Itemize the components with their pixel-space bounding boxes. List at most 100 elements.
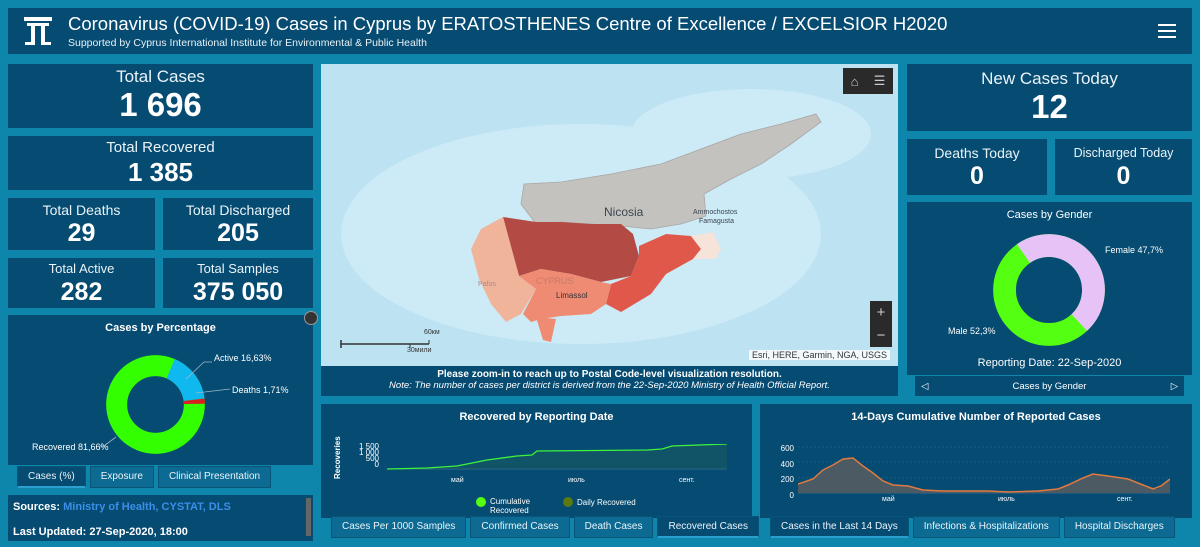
gender-donut[interactable]: [992, 233, 1106, 347]
svg-text:Pafos: Pafos: [478, 281, 496, 288]
ytick: 200: [780, 475, 794, 484]
cases-percentage-title: Cases by Percentage: [105, 322, 216, 334]
deaths-today-value: 0: [970, 162, 984, 190]
svg-text:Limassol: Limassol: [556, 291, 588, 300]
tab-clinical-presentation[interactable]: Clinical Presentation: [157, 466, 272, 488]
total-cases-card: Total Cases 1 696: [8, 64, 313, 128]
gender-nav-label: Cases by Gender: [1012, 380, 1087, 392]
tab-recovered-cases[interactable]: Recovered Cases: [657, 516, 759, 538]
scale-km: 60км: [424, 329, 440, 336]
svg-text:Ammochostos: Ammochostos: [693, 209, 738, 216]
gender-title: Cases by Gender: [1006, 209, 1093, 221]
total-discharged-value: 205: [217, 219, 259, 247]
tab-death-cases[interactable]: Death Cases: [573, 516, 654, 538]
female-pct-label: Female 47,7%: [1105, 245, 1164, 255]
map-note-italic: Note: The number of cases per district i…: [389, 380, 830, 391]
expand-icon[interactable]: [304, 311, 318, 325]
discharged-today-label: Discharged Today: [1073, 146, 1174, 160]
tab-confirmed-cases[interactable]: Confirmed Cases: [470, 516, 570, 538]
total-recovered-card: Total Recovered 1 385: [8, 136, 313, 190]
gender-reporting-date: Reporting Date: 22-Sep-2020: [977, 357, 1122, 369]
svg-text:Famagusta: Famagusta: [699, 218, 734, 225]
xtick: сент.: [679, 477, 695, 484]
tab-hospital-discharges[interactable]: Hospital Discharges: [1063, 516, 1175, 538]
legend-list-icon[interactable]: ☰: [873, 73, 886, 88]
map-note-bold: Please zoom-in to reach up to Postal Cod…: [437, 369, 782, 380]
total-deaths-card: Total Deaths 29: [8, 198, 155, 250]
ytick: 500: [365, 454, 379, 463]
recovered-pct-label: Recovered 81,66%: [32, 442, 109, 452]
xtick: сент.: [1117, 496, 1133, 503]
deaths-pct-label: Deaths 1,71%: [232, 385, 289, 395]
app-subtitle: Supported by Cyprus International Instit…: [68, 37, 427, 49]
total-recovered-value: 1 385: [127, 157, 194, 187]
total-samples-card: Total Samples 375 050: [163, 258, 313, 308]
discharged-today-value: 0: [1116, 162, 1131, 190]
recovered-chart-panel: Recovered by Reporting Date Recoveries 1…: [321, 404, 752, 518]
zoom-in-button[interactable]: +: [876, 304, 886, 321]
zoom-controls: + −: [870, 301, 892, 347]
sources-links[interactable]: Ministry of Health, CYSTAT, DLS: [63, 501, 231, 513]
last-updated: Last Updated: 27-Sep-2020, 18:00: [13, 526, 188, 538]
eratosthenes-logo-icon: [24, 17, 52, 45]
total-deaths-value: 29: [67, 219, 96, 247]
map-label-nicosia: Nicosia: [604, 205, 644, 219]
ytick: 400: [780, 459, 794, 469]
map-note-panel: Please zoom-in to reach up to Postal Cod…: [321, 366, 898, 396]
total-deaths-label: Total Deaths: [42, 202, 121, 218]
tab-cases-per-1000[interactable]: Cases Per 1000 Samples: [331, 516, 467, 538]
cases-percentage-panel: Cases by Percentage Active 16,63% Deaths…: [8, 315, 313, 465]
new-cases-today-card: New Cases Today 12: [907, 64, 1192, 131]
app-title: Coronavirus (COVID-19) Cases in Cyprus b…: [68, 13, 948, 34]
legend-cumulative[interactable]: Cumulative Recovered: [476, 497, 530, 515]
scale-miles: 30мили: [407, 347, 432, 354]
tab-last-14-days[interactable]: Cases in the Last 14 Days: [770, 516, 909, 538]
new-cases-today-label: New Cases Today: [981, 68, 1118, 88]
ytick: 600: [780, 444, 794, 453]
gender-nav: ◁ Cases by Gender ▷: [915, 376, 1184, 396]
cumulative-chart-title: 14-Days Cumulative Number of Reported Ca…: [851, 411, 1101, 423]
sources-label: Sources:: [13, 501, 61, 513]
scrollbar[interactable]: [306, 498, 311, 536]
zoom-out-button[interactable]: −: [876, 327, 886, 344]
xtick: май: [882, 496, 895, 503]
svg-text:CYPRUS: CYPRUS: [536, 276, 574, 286]
total-cases-value: 1 696: [119, 86, 202, 123]
ytick: 1 500: [358, 442, 379, 451]
active-pct-label: Active 16,63%: [214, 353, 272, 363]
ytick: 0: [374, 460, 379, 469]
recovered-chart-title: Recovered by Reporting Date: [459, 411, 614, 423]
cumulative-area-chart[interactable]: [798, 446, 1170, 496]
total-active-value: 282: [60, 278, 103, 306]
map-view[interactable]: Nicosia Ammochostos Famagusta Pafos CYPR…: [321, 64, 898, 366]
tab-cases-pct[interactable]: Cases (%): [17, 466, 86, 488]
total-discharged-card: Total Discharged 205: [163, 198, 313, 250]
cases-percentage-donut[interactable]: [103, 352, 208, 457]
home-icon[interactable]: ⌂: [850, 73, 859, 89]
deaths-today-label: Deaths Today: [934, 145, 1020, 161]
map-attribution[interactable]: Esri, HERE, Garmin, NGA, USGS: [748, 350, 890, 360]
recovered-line-chart[interactable]: [387, 444, 727, 470]
header-bar: Coronavirus (COVID-19) Cases in Cyprus b…: [8, 8, 1192, 54]
total-active-card: Total Active 282: [8, 258, 155, 308]
xtick: май: [451, 477, 464, 484]
sources-panel: Sources: Ministry of Health, CYSTAT, DLS…: [8, 495, 313, 541]
recovered-tabs: Cases Per 1000 Samples Confirmed Cases D…: [331, 516, 759, 538]
new-cases-today-value: 12: [1031, 87, 1068, 125]
legend-daily[interactable]: Daily Recovered: [563, 497, 636, 507]
total-recovered-label: Total Recovered: [106, 139, 215, 156]
deaths-today-card: Deaths Today 0: [907, 139, 1047, 195]
cases-percentage-tabs: Cases (%) Exposure Clinical Presentation: [17, 466, 272, 488]
cyprus-map[interactable]: Nicosia Ammochostos Famagusta Pafos CYPR…: [321, 64, 898, 366]
legend-label: Cumulative Recovered: [490, 497, 531, 515]
discharged-today-card: Discharged Today 0: [1055, 139, 1192, 195]
previous-icon[interactable]: ◁: [921, 380, 929, 392]
tab-infections-hospitalizations[interactable]: Infections & Hospitalizations: [912, 516, 1060, 538]
hamburger-menu-icon[interactable]: [1158, 24, 1176, 38]
map-toolbar: ⌂ ☰: [843, 68, 893, 94]
next-icon[interactable]: ▷: [1170, 380, 1178, 392]
tab-exposure[interactable]: Exposure: [89, 466, 154, 488]
ytick: 1 000: [358, 448, 379, 457]
cumulative-chart-panel: 14-Days Cumulative Number of Reported Ca…: [760, 404, 1192, 518]
total-samples-value: 375 050: [192, 278, 284, 306]
